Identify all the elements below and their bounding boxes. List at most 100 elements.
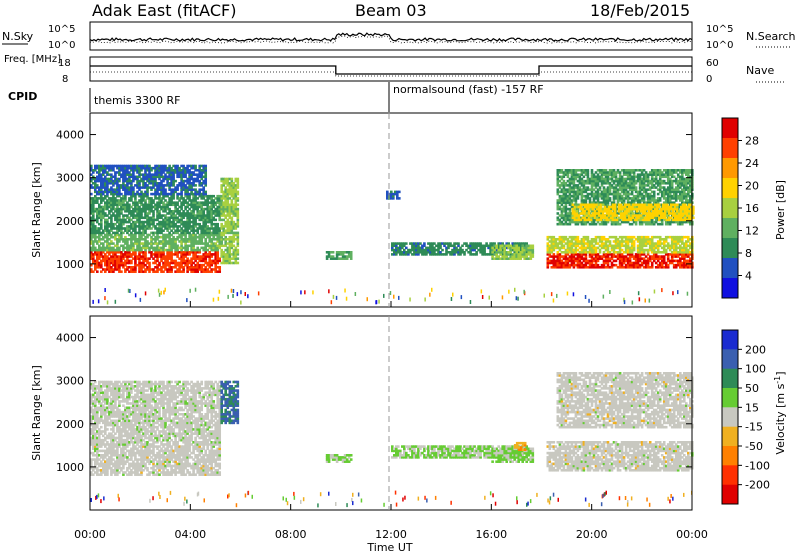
- heat-cell: [98, 171, 101, 174]
- heat-cell: [214, 268, 217, 271]
- heat-cell: [220, 186, 223, 189]
- heat-cell: [192, 245, 195, 248]
- noise-right-tick-top: 10^5: [706, 24, 733, 35]
- heat-cell: [148, 165, 151, 168]
- heat-cell: [587, 171, 590, 174]
- noise-panel-frame: [90, 22, 692, 50]
- heat-cell: [130, 260, 133, 263]
- heat-cell: [116, 232, 119, 235]
- heat-cell: [633, 249, 636, 252]
- heat-cell: [132, 191, 135, 194]
- heat-cell: [237, 249, 240, 252]
- heat-cell: [577, 197, 580, 200]
- heat-cell: [164, 188, 167, 191]
- heat-cell: [120, 229, 123, 232]
- heat-cell: [92, 212, 95, 215]
- heat-cell: [202, 186, 205, 189]
- heat-cell: [192, 171, 195, 174]
- heat-cell: [140, 191, 143, 194]
- heat-cell: [665, 249, 668, 252]
- heat-cell: [525, 242, 528, 245]
- heat-cell: [643, 169, 646, 172]
- heat-cell: [563, 180, 566, 183]
- heat-cell: [186, 257, 189, 260]
- freq-panel: Freq. [MHz] 18 8 60 0 Nave: [4, 54, 784, 85]
- heat-cell: [237, 204, 240, 207]
- heat-cell: [186, 270, 189, 273]
- heat-cell: [609, 240, 612, 243]
- heat-cell: [332, 251, 335, 254]
- heat-cell: [140, 249, 143, 252]
- heat-cell: [146, 236, 149, 239]
- heat-cell: [663, 255, 666, 258]
- heat-cell: [212, 195, 215, 198]
- heat-cell: [144, 171, 147, 174]
- heat-cell: [645, 171, 648, 174]
- heat-cell: [237, 240, 240, 243]
- heat-cell: [184, 173, 187, 176]
- heat-cell: [237, 208, 240, 211]
- heat-cell: [503, 249, 506, 252]
- heat-cell: [210, 264, 213, 267]
- heat-cell: [218, 268, 221, 271]
- heat-cell: [170, 255, 173, 258]
- heat-cell: [633, 171, 636, 174]
- heat-cell: [204, 171, 207, 174]
- heat-cell: [635, 182, 638, 185]
- heat-cell: [231, 229, 234, 232]
- heat-cell: [100, 221, 103, 224]
- heat-cell: [216, 249, 219, 252]
- heat-cell: [174, 240, 177, 243]
- heat-cell: [110, 217, 113, 220]
- heat-cell: [633, 245, 636, 248]
- heat-cell: [633, 240, 636, 243]
- heat-cell: [639, 191, 642, 194]
- heat-cell: [587, 169, 590, 172]
- heat-cell: [132, 186, 135, 189]
- heat-cell: [170, 249, 173, 252]
- heat-cell: [192, 210, 195, 213]
- heat-cell: [178, 268, 181, 271]
- heat-cell: [473, 249, 476, 252]
- heat-cell: [178, 210, 181, 213]
- heat-cell: [485, 242, 488, 245]
- heat-cell: [148, 212, 151, 215]
- heat-cell: [551, 251, 554, 254]
- heat-cell: [609, 251, 612, 254]
- heat-cell: [483, 249, 486, 252]
- freq-left-label: Freq. [MHz]: [4, 54, 61, 65]
- heat-cell: [499, 249, 502, 252]
- heat-cell: [419, 242, 422, 245]
- power-cells: [90, 165, 695, 305]
- heat-cell: [146, 193, 149, 196]
- heat-cell: [176, 232, 179, 235]
- heat-cell: [577, 249, 580, 252]
- heat-cell: [168, 208, 171, 211]
- heat-cell: [569, 210, 572, 213]
- heat-cell: [130, 182, 133, 185]
- heat-cell: [108, 232, 111, 235]
- cpid-label: CPID: [8, 90, 37, 103]
- heat-cell: [94, 247, 97, 250]
- heat-cell: [144, 229, 147, 232]
- heat-cell: [237, 191, 240, 194]
- heat-cell: [162, 251, 165, 254]
- heat-cell: [164, 191, 167, 194]
- heat-cell: [96, 184, 99, 187]
- heat-cell: [643, 251, 646, 254]
- heat-cell: [106, 193, 109, 196]
- heat-cell: [144, 251, 147, 254]
- heat-cell: [651, 264, 654, 267]
- heat-cell: [563, 245, 566, 248]
- heat-cell: [158, 210, 161, 213]
- heat-cell: [182, 217, 185, 220]
- heat-cell: [669, 249, 672, 252]
- heat-cell: [599, 249, 602, 252]
- heat-cell: [118, 191, 121, 194]
- heat-cell: [350, 251, 353, 254]
- heat-cell: [605, 169, 608, 172]
- heat-cell: [176, 201, 179, 204]
- heat-cell: [134, 229, 137, 232]
